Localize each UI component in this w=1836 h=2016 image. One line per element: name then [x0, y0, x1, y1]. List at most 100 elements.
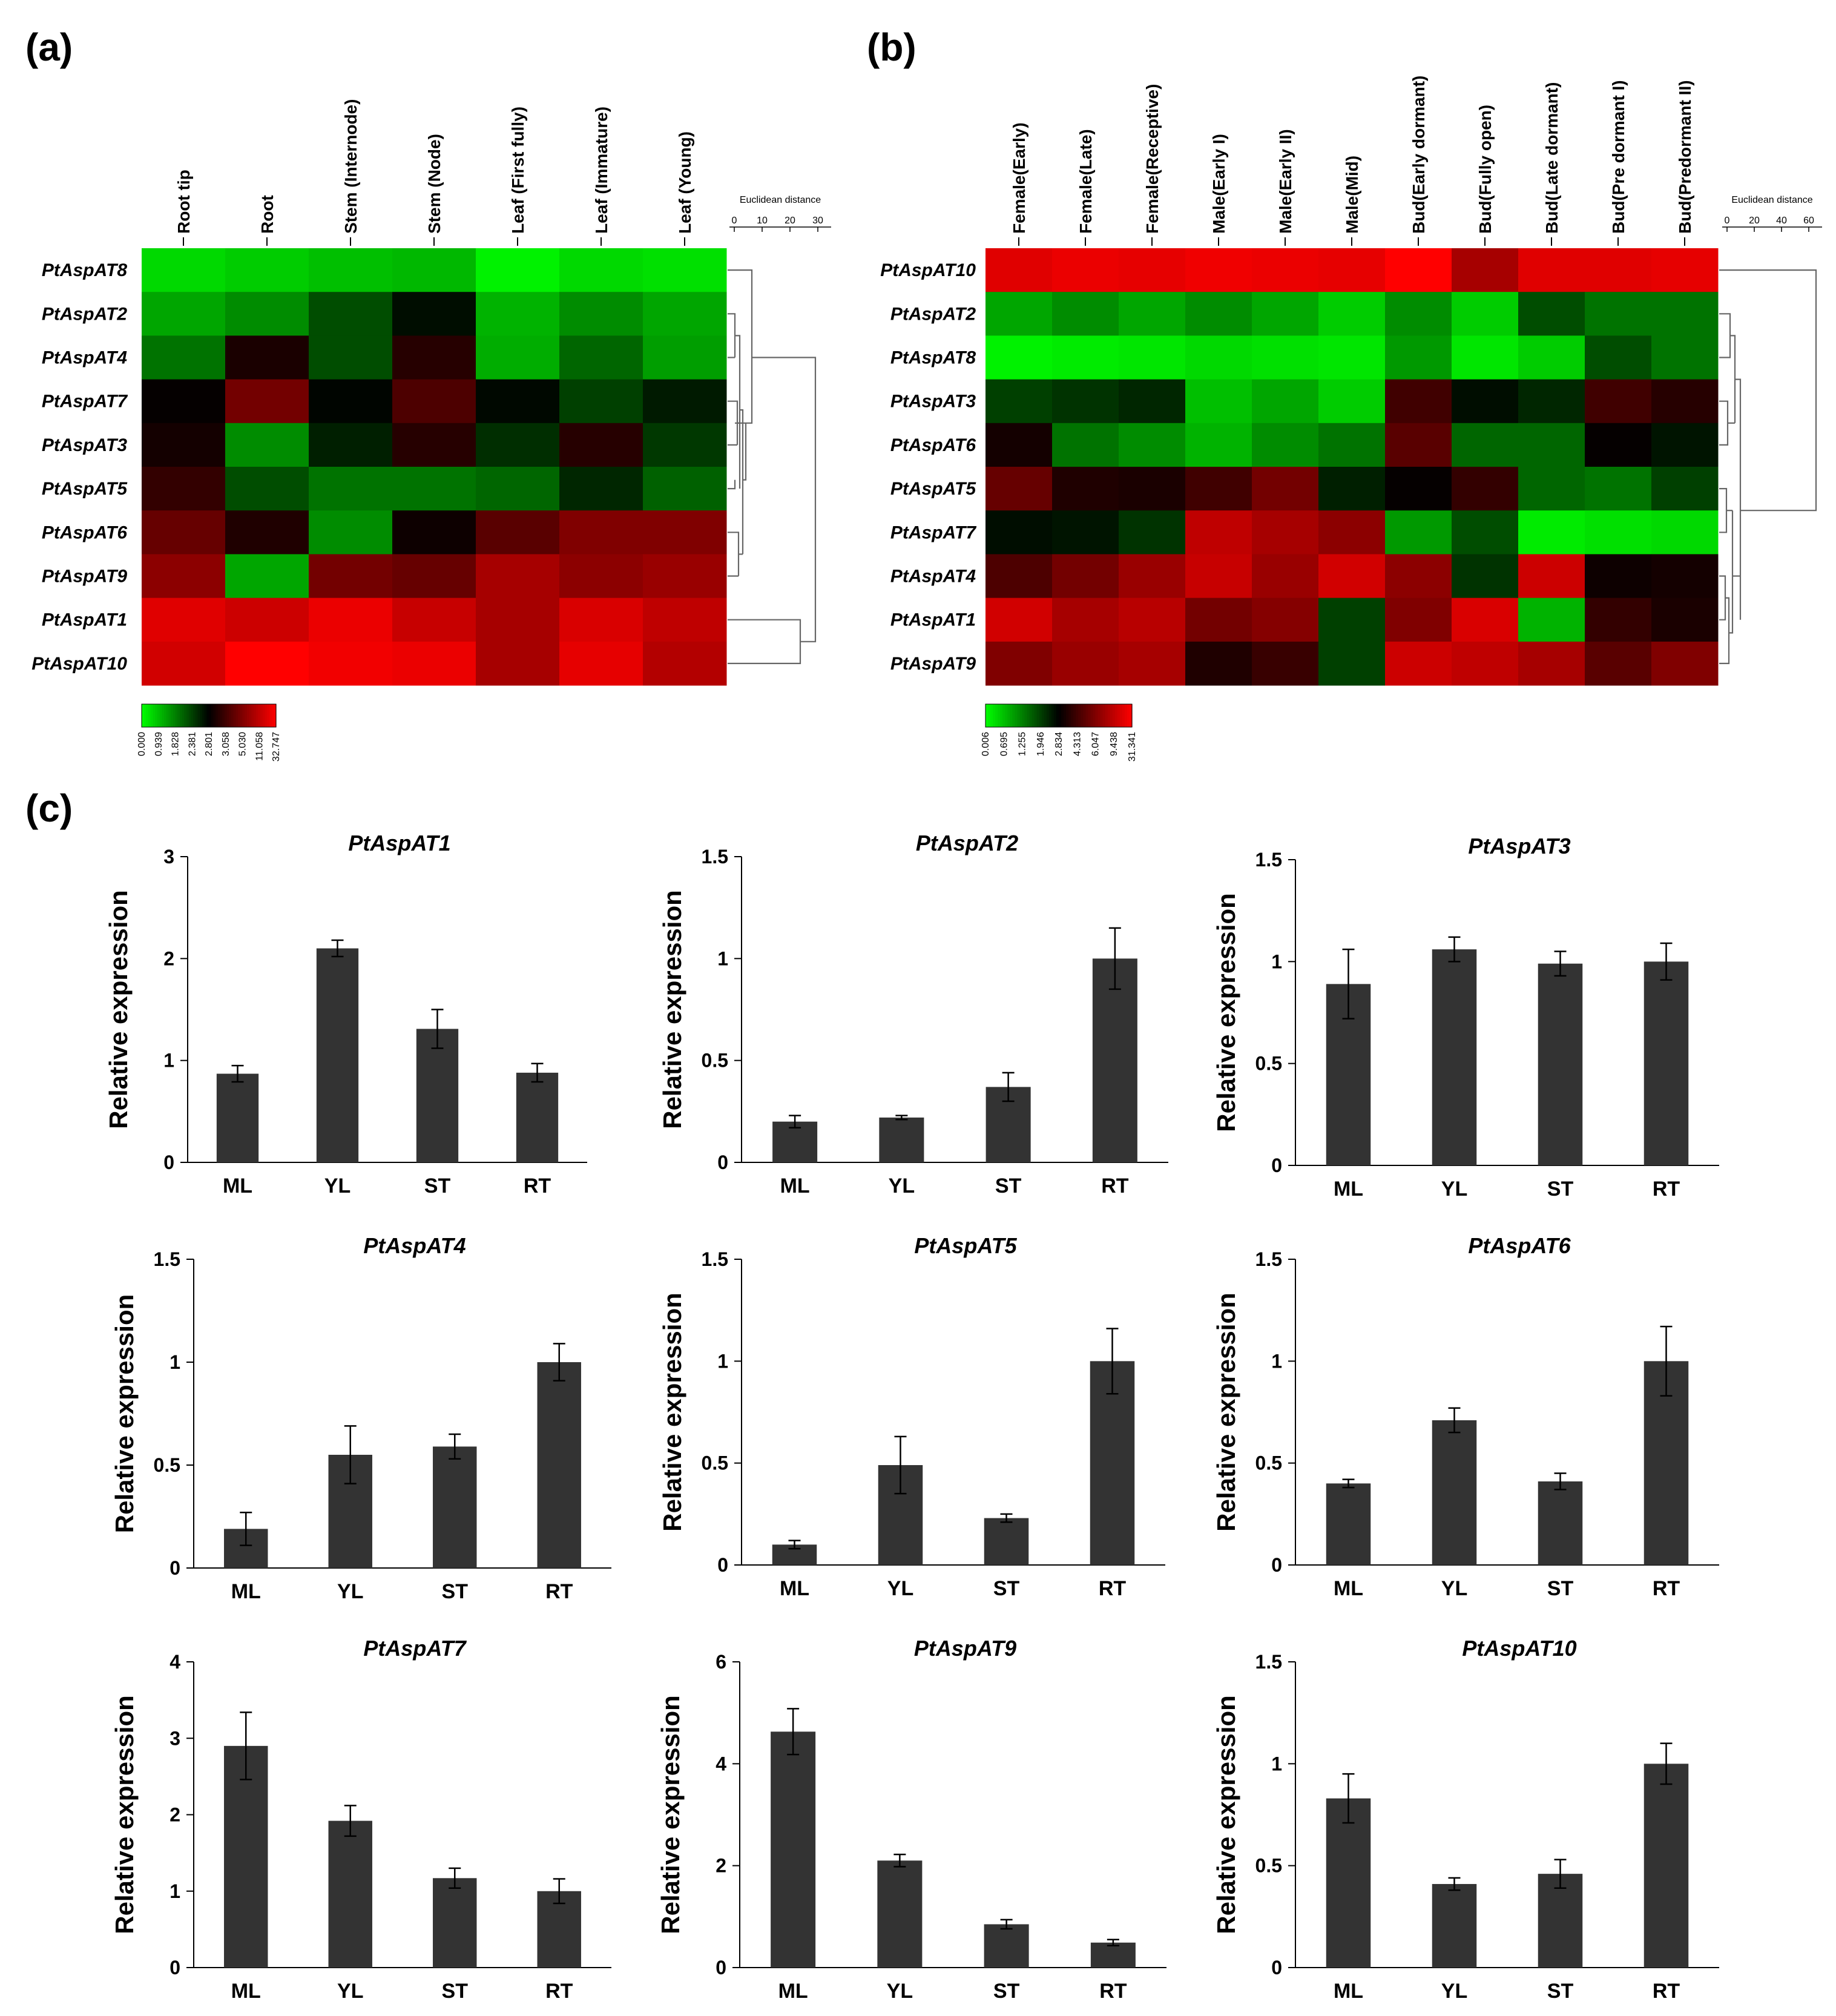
color-scale-segment	[1053, 704, 1057, 727]
y-tick-label: 1	[717, 1350, 728, 1372]
category-label: ST	[993, 1577, 1020, 1600]
heatmap-cell	[643, 467, 727, 511]
y-tick-label: 0	[717, 1554, 728, 1576]
heatmap-cell	[392, 467, 476, 511]
color-scale-segment	[990, 704, 993, 727]
chart-title: PtAspAT6	[1468, 1233, 1571, 1258]
heatmap-cell	[1318, 598, 1386, 642]
color-scale-segment	[251, 704, 254, 727]
color-scale-segment	[197, 704, 200, 727]
heatmap-cell	[392, 292, 476, 336]
column-label: Stem (Internode)	[341, 99, 360, 234]
dendrogram-branch	[1730, 335, 1736, 423]
y-axis-title: Relative expression	[110, 1294, 139, 1533]
y-tick-label: 3	[163, 846, 174, 868]
heatmap-cell	[1119, 335, 1186, 380]
category-label: YL	[889, 1174, 915, 1197]
heatmap-cell	[142, 248, 226, 292]
dendrogram-branch	[1719, 313, 1731, 358]
color-scale-segment	[262, 704, 266, 727]
heatmap-cell	[1185, 335, 1252, 380]
heatmap-cell	[1052, 554, 1119, 599]
chart-title: PtAspAT2	[916, 831, 1018, 855]
row-label: PtAspAT9	[890, 654, 976, 674]
heatmap-cell	[225, 641, 309, 686]
row-label: PtAspAT10	[31, 654, 127, 674]
bar-chart-PtAspAT5: 0 0.5 1 1.5 Relative expression PtAspAT5 ML YL S…	[658, 1233, 1165, 1600]
bar	[1432, 949, 1477, 1165]
heatmap-cell	[985, 292, 1053, 336]
color-scale-segment	[1002, 704, 1005, 727]
color-scale-segment	[274, 704, 277, 727]
category-label: ML	[1334, 1178, 1363, 1201]
heatmap-cell	[1385, 248, 1452, 292]
color-scale-segment	[269, 704, 272, 727]
color-scale-segment	[985, 704, 989, 727]
bar	[1092, 958, 1137, 1162]
color-scale-segment	[229, 704, 232, 727]
heatmap-cell	[1052, 467, 1119, 511]
bar-chart-PtAspAT7: 0 1 2 3 4 Relative expression PtAspAT7 ML YL ST RT	[110, 1636, 611, 2003]
color-scale-segment	[224, 704, 228, 727]
y-tick-label: 1	[1271, 950, 1282, 972]
heatmap-cell	[1052, 510, 1119, 555]
dendrogram-axis-title: Euclidean distance	[740, 195, 821, 205]
heatmap-cell	[1585, 379, 1652, 424]
y-tick-label: 0.5	[1255, 1452, 1282, 1474]
color-scale-segment	[1048, 704, 1052, 727]
heatmap-cell	[225, 510, 309, 555]
y-tick-label: 2	[716, 1855, 726, 1877]
color-scale-segment	[177, 704, 180, 727]
bar-chart-PtAspAT2: 0 0.5 1 1.5 Relative expression PtAspAT2 ML YL S…	[658, 831, 1168, 1197]
color-scale-segment	[188, 704, 191, 727]
color-scale-segment	[1032, 704, 1035, 727]
column-label: Male(Early I)	[1209, 134, 1228, 234]
category-label: YL	[1441, 1980, 1467, 2003]
heatmap-cell	[643, 641, 727, 686]
color-scale-segment	[267, 704, 270, 727]
dendrogram-tick-label: 0	[1725, 216, 1730, 226]
category-label: RT	[1099, 1980, 1127, 2003]
heatmap-cell	[1119, 423, 1186, 467]
heatmap-cell	[1518, 248, 1585, 292]
heatmap-cell	[1052, 423, 1119, 467]
column-label: Root tip	[174, 170, 193, 234]
heatmap-cell	[643, 598, 727, 642]
color-scale-segment	[195, 704, 199, 727]
color-scale-tick-label: 5.030	[238, 732, 248, 756]
y-tick-label: 0.5	[154, 1454, 180, 1476]
color-scale-segment	[995, 704, 998, 727]
dendrogram-branch	[728, 400, 739, 445]
heatmap-cell	[476, 379, 560, 424]
heatmap-cell	[392, 510, 476, 555]
color-scale-tick-label: 0.939	[154, 732, 164, 756]
heatmap-cell	[1252, 335, 1319, 380]
dendrogram-tick-label: 60	[1803, 216, 1814, 226]
color-scale-segment	[1015, 704, 1018, 727]
y-tick-label: 2	[169, 1804, 180, 1826]
heatmap-cell	[1119, 598, 1186, 642]
heatmap-cell	[1052, 379, 1119, 424]
heatmap-cell	[1518, 598, 1585, 642]
bar-chart-PtAspAT4: 0 0.5 1 1.5 Relative expression PtAspAT4 ML YL S…	[110, 1233, 611, 1603]
color-scale-tick-label: 0.006	[981, 732, 991, 756]
heatmap-cell	[392, 554, 476, 599]
heatmap-b: PtAspAT10PtAspAT2PtAspAT8PtAspAT3PtAspAT…	[880, 76, 1822, 762]
color-scale-segment	[1034, 704, 1038, 727]
heatmap-cell	[1318, 248, 1386, 292]
heatmap-cell	[309, 379, 393, 424]
bar	[224, 1745, 268, 1968]
color-scale-segment	[1088, 704, 1091, 727]
bar	[984, 1924, 1029, 1968]
heatmap-cell	[1651, 641, 1719, 686]
heatmap-cell	[1585, 598, 1652, 642]
heatmap-cell	[559, 554, 643, 599]
heatmap-cell	[1318, 335, 1386, 380]
y-axis-title: Relative expression	[658, 1293, 686, 1532]
color-scale-segment	[173, 704, 176, 727]
row-label: PtAspAT5	[42, 479, 128, 499]
heatmap-cell	[985, 379, 1053, 424]
dendrogram-branch	[1719, 269, 1817, 512]
color-scale-segment	[211, 704, 214, 727]
dendrogram-branch	[1719, 597, 1730, 664]
